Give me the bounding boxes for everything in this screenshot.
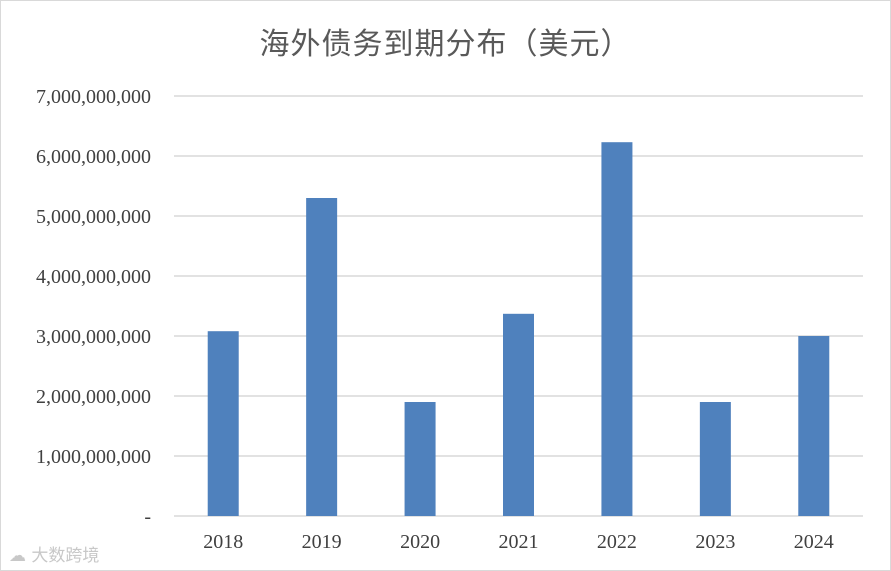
bar bbox=[503, 313, 534, 516]
chart-title: 海外债务到期分布（美元） bbox=[259, 27, 632, 62]
bar bbox=[699, 402, 731, 516]
y-tick-label: - bbox=[144, 506, 151, 528]
cloud-logo-icon: ☁ bbox=[9, 546, 26, 566]
x-tick-label: 2018 bbox=[203, 531, 243, 553]
bar bbox=[306, 198, 338, 516]
bar bbox=[404, 402, 436, 516]
y-tick-label: 7,000,000,000 bbox=[36, 86, 151, 108]
x-tick-label: 2021 bbox=[499, 531, 539, 553]
x-tick-label: 2019 bbox=[302, 531, 342, 553]
y-tick-label: 4,000,000,000 bbox=[36, 266, 151, 288]
bar bbox=[798, 336, 830, 516]
watermark-text: 大数跨境 bbox=[31, 546, 100, 566]
y-tick-label: 1,000,000,000 bbox=[36, 446, 151, 468]
y-tick-label: 3,000,000,000 bbox=[36, 326, 151, 348]
x-tick-label: 2020 bbox=[400, 531, 440, 553]
x-tick-label: 2022 bbox=[597, 531, 637, 553]
y-tick-label: 2,000,000,000 bbox=[36, 386, 151, 408]
y-tick-label: 5,000,000,000 bbox=[36, 206, 151, 228]
watermark: ☁ 大数跨境 bbox=[9, 541, 99, 566]
bar bbox=[601, 142, 633, 516]
bar bbox=[207, 331, 239, 516]
y-tick-label: 6,000,000,000 bbox=[36, 146, 151, 168]
x-tick-label: 2023 bbox=[695, 531, 735, 553]
x-tick-label: 2024 bbox=[794, 531, 834, 553]
